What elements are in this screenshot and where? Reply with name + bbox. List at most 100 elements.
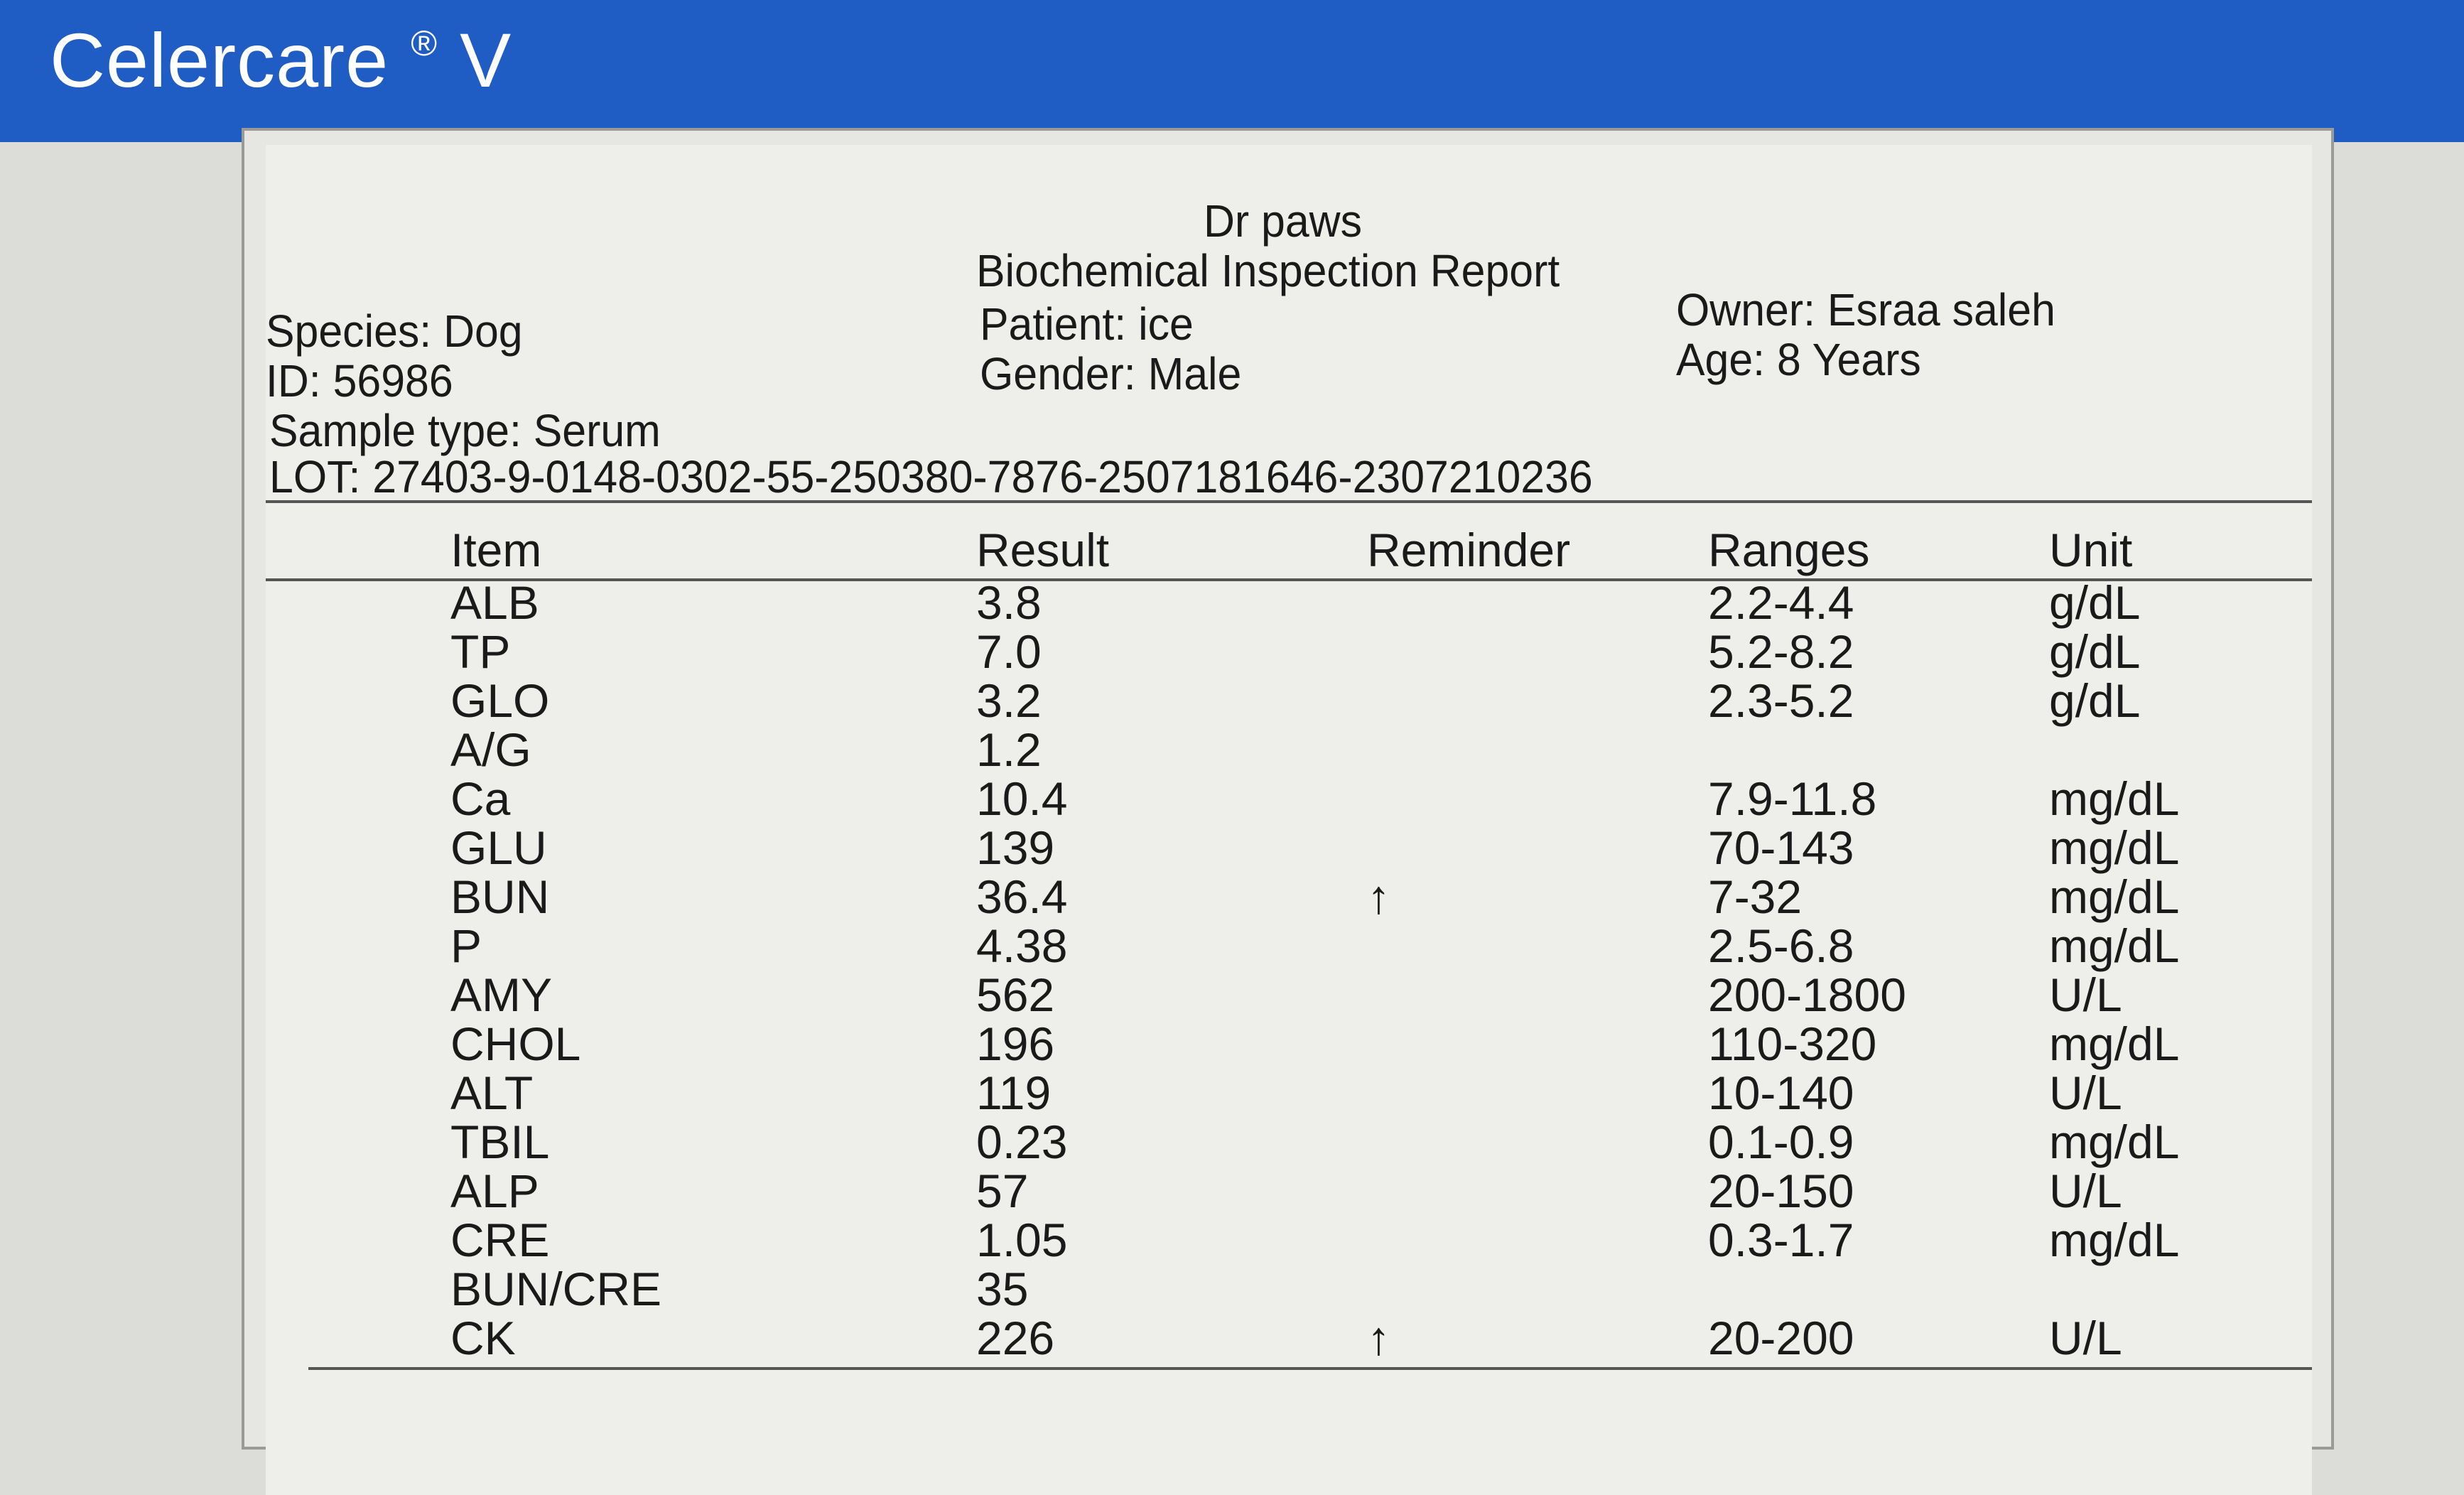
unit-cell: mg/dL xyxy=(2049,1116,2180,1168)
item-cell: GLU xyxy=(450,821,547,874)
reminder-cell xyxy=(1331,1216,1708,1265)
unit-cell: U/L xyxy=(2049,1312,2122,1364)
range-cell: 2.5-6.8 xyxy=(1708,919,1854,972)
reminder-cell xyxy=(1331,725,1708,775)
item-cell: TP xyxy=(450,625,511,678)
result-cell: 57 xyxy=(976,1165,1029,1217)
column-header-divider xyxy=(266,578,2312,581)
table-row: A/G 1.2 xyxy=(450,725,2262,775)
unit-cell xyxy=(2049,725,2262,775)
unit-cell: mg/dL xyxy=(2049,1018,2180,1070)
header-divider xyxy=(266,500,2312,503)
table-row: BUN/CRE 35 xyxy=(450,1265,2262,1314)
unit-cell: mg/dL xyxy=(2049,821,2180,874)
range-cell: 5.2-8.2 xyxy=(1708,625,1854,678)
col-result: Result xyxy=(976,523,1110,576)
range-cell: 0.1-0.9 xyxy=(1708,1116,1854,1168)
unit-cell: mg/dL xyxy=(2049,870,2180,923)
unit-cell: g/dL xyxy=(2049,576,2141,629)
reminder-cell xyxy=(1331,1020,1708,1069)
result-cell: 7.0 xyxy=(976,625,1042,678)
item-cell: TBIL xyxy=(450,1116,550,1168)
result-cell: 562 xyxy=(976,968,1055,1021)
unit-cell: g/dL xyxy=(2049,625,2141,678)
unit-cell: mg/dL xyxy=(2049,1214,2180,1266)
reminder-cell xyxy=(1331,676,1708,725)
item-cell: Ca xyxy=(450,772,511,825)
range-cell: 7-32 xyxy=(1708,870,1803,923)
result-cell: 10.4 xyxy=(976,772,1068,825)
table-row: GLO 3.2 2.3-5.2 g/dL xyxy=(450,676,2262,725)
reminder-cell xyxy=(1331,1265,1708,1314)
owner: Owner: Esraa saleh xyxy=(1676,284,2055,335)
range-cell: 2.3-5.2 xyxy=(1708,674,1854,727)
item-cell: GLO xyxy=(450,674,550,727)
unit-cell xyxy=(2049,1265,2262,1314)
range-cell xyxy=(1708,1265,2049,1314)
table-row: AMY 562 200-1800 U/L xyxy=(450,971,2262,1020)
high-arrow-icon: ↑ xyxy=(1367,870,1390,923)
table-row: BUN 36.4 ↑ 7-32 mg/dL xyxy=(450,873,2262,922)
reminder-cell xyxy=(1331,578,1708,627)
reminder-cell xyxy=(1331,775,1708,824)
range-cell: 70-143 xyxy=(1708,821,1854,874)
table-row: ALP 57 20-150 U/L xyxy=(450,1167,2262,1216)
clinic-name: Dr paws xyxy=(1204,195,1362,247)
title-bar: Celercare ® V xyxy=(0,0,2464,142)
species: Species: Dog xyxy=(266,306,523,357)
app-title: Celercare ® V xyxy=(50,17,512,103)
range-cell: 2.2-4.4 xyxy=(1708,576,1854,629)
result-cell: 1.2 xyxy=(976,723,1042,776)
table-row: ALB 3.8 2.2-4.4 g/dL xyxy=(450,578,2262,627)
report-sheet: Dr paws Biochemical Inspection Report Sp… xyxy=(266,145,2312,1495)
table-row: CRE 1.05 0.3-1.7 mg/dL xyxy=(450,1216,2262,1265)
sample-type: Sample type: Serum xyxy=(269,405,661,456)
result-cell: 139 xyxy=(976,821,1055,874)
item-cell: CRE xyxy=(450,1214,550,1266)
unit-cell: U/L xyxy=(2049,1067,2122,1119)
result-cell: 3.2 xyxy=(976,674,1042,727)
range-cell: 20-200 xyxy=(1708,1312,1854,1364)
result-cell: 0.23 xyxy=(976,1116,1068,1168)
results-table: Item Result Reminder Ranges Unit ALB 3.8 2… xyxy=(450,522,2262,1363)
report-panel: Dr paws Biochemical Inspection Report Sp… xyxy=(242,128,2334,1495)
range-cell: 10-140 xyxy=(1708,1067,1854,1119)
unit-cell: g/dL xyxy=(2049,674,2141,727)
item-cell: CK xyxy=(450,1312,516,1364)
unit-cell: mg/dL xyxy=(2049,919,2180,972)
unit-cell: U/L xyxy=(2049,1165,2122,1217)
item-cell: A/G xyxy=(450,723,531,776)
range-cell: 20-150 xyxy=(1708,1165,1854,1217)
item-cell: CHOL xyxy=(450,1018,581,1070)
table-header-row: Item Result Reminder Ranges Unit xyxy=(450,522,2262,578)
range-cell: 7.9-11.8 xyxy=(1708,772,1877,825)
unit-cell: U/L xyxy=(2049,968,2122,1021)
table-bottom-divider xyxy=(308,1367,2312,1370)
item-cell: ALP xyxy=(450,1165,539,1217)
table-row: ALT 119 10-140 U/L xyxy=(450,1069,2262,1118)
reminder-cell xyxy=(1331,1069,1708,1118)
result-cell: 1.05 xyxy=(976,1214,1068,1266)
table-row: CHOL 196 110-320 mg/dL xyxy=(450,1020,2262,1069)
reminder-cell xyxy=(1331,1167,1708,1216)
col-unit: Unit xyxy=(2049,523,2133,576)
high-arrow-icon: ↑ xyxy=(1367,1312,1390,1364)
reminder-cell xyxy=(1331,824,1708,873)
result-cell: 4.38 xyxy=(976,919,1068,972)
table-row: GLU 139 70-143 mg/dL xyxy=(450,824,2262,873)
result-cell: 36.4 xyxy=(976,870,1068,923)
unit-cell: mg/dL xyxy=(2049,772,2180,825)
age: Age: 8 Years xyxy=(1676,334,1921,385)
range-cell: 200-1800 xyxy=(1708,968,1906,1021)
patient-name: Patient: ice xyxy=(980,298,1194,350)
reminder-cell xyxy=(1331,971,1708,1020)
reminder-cell xyxy=(1331,922,1708,971)
col-item: Item xyxy=(450,523,542,576)
item-cell: ALB xyxy=(450,576,539,629)
report-title: Biochemical Inspection Report xyxy=(976,245,1560,296)
table-row: CK 226 ↑ 20-200 U/L xyxy=(450,1314,2262,1363)
col-reminder: Reminder xyxy=(1367,523,1571,576)
gender: Gender: Male xyxy=(980,348,1242,399)
result-cell: 119 xyxy=(976,1067,1052,1119)
item-cell: P xyxy=(450,919,482,972)
